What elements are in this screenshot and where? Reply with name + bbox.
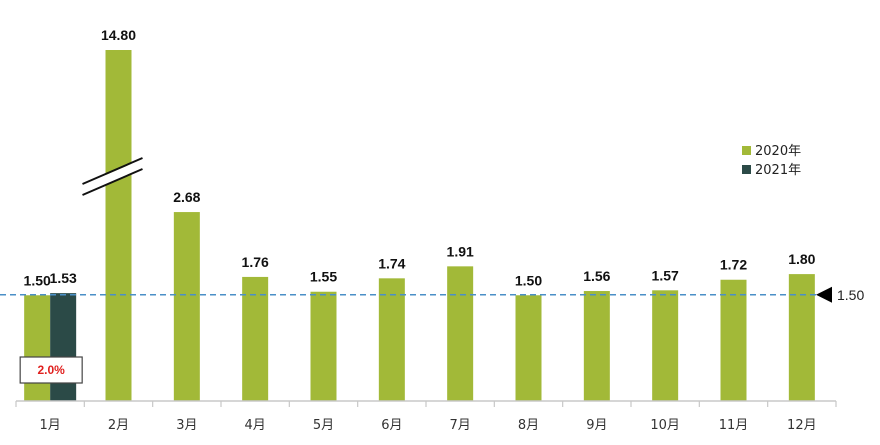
x-tick-label-1: 1月	[40, 418, 61, 433]
axis-break-line-upper	[82, 157, 143, 185]
value-label-2020-2: 14.80	[101, 27, 136, 43]
axis-break-line-lower	[82, 168, 143, 196]
value-label-2020-5: 1.55	[310, 269, 337, 285]
legend-label-1: 2020年	[755, 144, 801, 159]
x-tick-label-9: 9月	[586, 418, 607, 433]
legend-swatch-2	[742, 165, 751, 174]
value-label-2020-9: 1.56	[583, 268, 610, 284]
bar-2020-8	[515, 295, 542, 401]
bar-2020-5	[310, 291, 337, 401]
reference-marker-icon	[816, 286, 832, 303]
change-annotation-layer: 2.0%	[19, 356, 83, 384]
x-tick-label-4: 4月	[245, 418, 266, 433]
x-axis: 1月 2月 3月 4月 5月 6月 7月 8月 9月 10月 11月 12月	[15, 400, 837, 433]
legend: 2020年 2021年	[742, 144, 801, 178]
x-tick-label-12: 12月	[787, 418, 817, 433]
value-label-2020-11: 1.72	[720, 257, 747, 273]
value-label-2020-8: 1.50	[515, 272, 542, 288]
x-tick-label-6: 6月	[381, 418, 402, 433]
x-tick-label-8: 8月	[518, 418, 539, 433]
bar-2020-12	[788, 274, 815, 401]
value-label-2020-3: 2.68	[173, 189, 200, 205]
x-tick-label-11: 11月	[719, 418, 749, 433]
bar-2020-9	[583, 291, 610, 401]
bar-2020-10	[652, 290, 679, 401]
change-annotation-text: 2.0%	[37, 363, 65, 377]
reference-line-layer: 1.50	[0, 286, 864, 303]
bar-2020-1	[24, 295, 51, 401]
bar-2021-1	[50, 293, 77, 401]
reference-line-label: 1.50	[837, 287, 864, 303]
change-annotation-box	[19, 356, 83, 384]
bar-2020-6	[378, 278, 405, 401]
bar-2020-2	[105, 50, 132, 401]
value-label-2020-7: 1.91	[447, 243, 474, 259]
x-tick-label-10: 10月	[650, 418, 680, 433]
axis-break-marker	[82, 157, 143, 196]
value-label-2020-6: 1.74	[378, 255, 405, 271]
value-label-2020-1: 1.50	[24, 272, 51, 288]
bar-2020-7	[447, 266, 474, 401]
value-label-2021-1: 1.53	[50, 270, 77, 286]
bar-2020-3	[173, 212, 200, 401]
value-label-2020-10: 1.57	[652, 267, 679, 283]
legend-swatch-1	[742, 146, 751, 155]
x-tick-label-5: 5月	[313, 418, 334, 433]
legend-label-2: 2021年	[755, 163, 801, 178]
bar-2020-11	[720, 279, 747, 401]
x-tick-label-2: 2月	[108, 418, 129, 433]
value-label-2020-12: 1.80	[788, 251, 815, 267]
value-label-2020-4: 1.76	[242, 254, 269, 270]
bar-2020-4	[242, 276, 269, 401]
x-tick-label-7: 7月	[450, 418, 471, 433]
x-tick-label-3: 3月	[176, 418, 197, 433]
axis-break-gap	[84, 160, 141, 194]
bars-layer	[24, 50, 815, 401]
